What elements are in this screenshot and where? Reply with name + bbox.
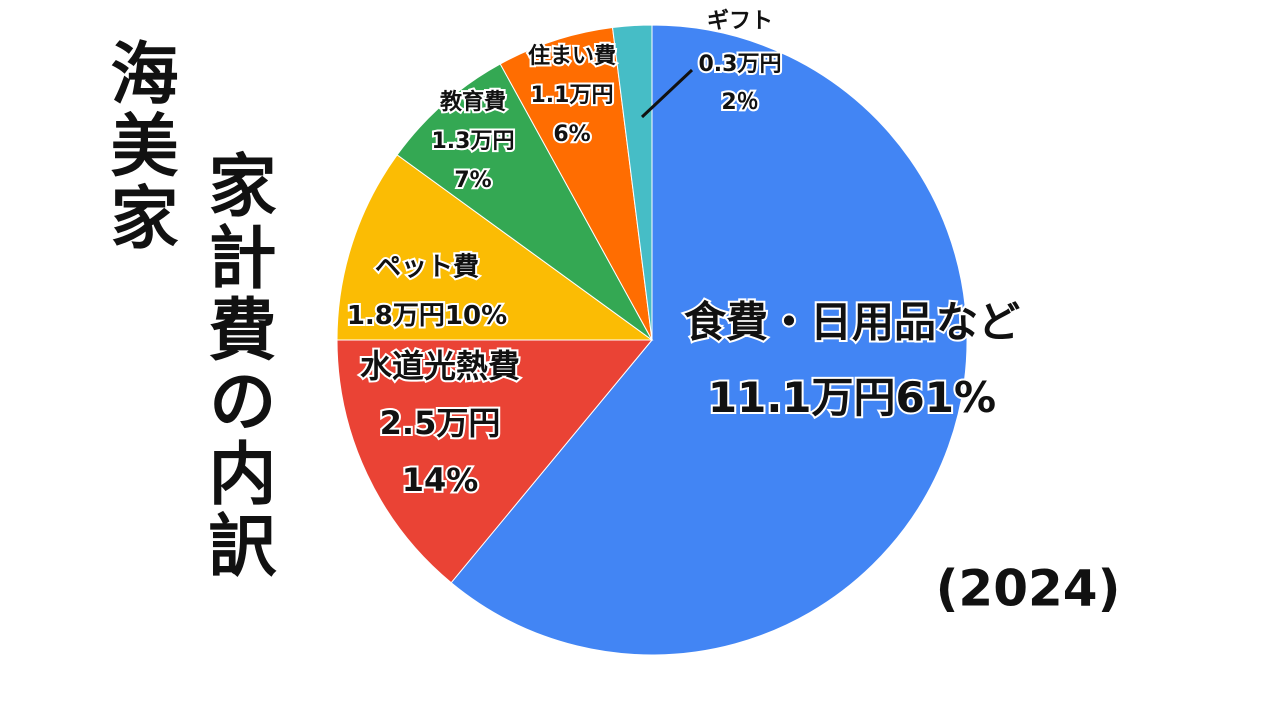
slice-category: 水道光熱費 bbox=[360, 347, 520, 385]
slice-percent: 2％ bbox=[721, 90, 758, 115]
slice-category: 教育費 bbox=[440, 89, 506, 115]
pie-slice bbox=[450, 24, 968, 656]
slice-amount: 1.8万円 bbox=[347, 301, 445, 331]
chart-subtitle: 家計費の内訳 bbox=[196, 150, 275, 582]
slice-percent: 6% bbox=[553, 122, 590, 147]
slice-category: 住まい費 bbox=[528, 43, 616, 69]
pie-slice bbox=[396, 63, 653, 341]
slice-percent: 61% bbox=[896, 373, 997, 422]
slice-amount: 2.5万円 bbox=[380, 404, 501, 442]
slice-amount: 1.1万円 bbox=[531, 83, 614, 108]
slice-percent: 14% bbox=[402, 461, 479, 499]
slice-amount: 11.1万円 bbox=[708, 373, 896, 422]
pie-slice bbox=[336, 339, 654, 584]
leader-line bbox=[640, 68, 694, 119]
slice-category: ペット費 bbox=[375, 253, 479, 283]
slice-label: 11.1万円61% bbox=[708, 373, 996, 422]
slice-percent: 7% bbox=[454, 168, 491, 193]
slice-amount: 1.3万円 bbox=[432, 129, 515, 154]
pie-slice bbox=[499, 26, 653, 341]
slice-category: 食費・日用品など bbox=[684, 298, 1020, 347]
chart-title: 海美家 bbox=[98, 38, 177, 254]
slice-category: ギフト bbox=[707, 9, 773, 34]
pie-slice bbox=[611, 24, 653, 341]
pie-slice bbox=[336, 154, 654, 341]
slice-percent: 10% bbox=[445, 301, 507, 331]
slice-amount: 0.3万円 bbox=[699, 52, 782, 77]
slice-label: 1.8万円10% bbox=[347, 301, 507, 331]
annotation: (2024) bbox=[936, 560, 1121, 618]
